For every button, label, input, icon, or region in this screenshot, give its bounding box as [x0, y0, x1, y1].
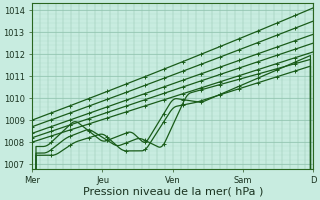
X-axis label: Pression niveau de la mer( hPa ): Pression niveau de la mer( hPa )	[83, 187, 263, 197]
